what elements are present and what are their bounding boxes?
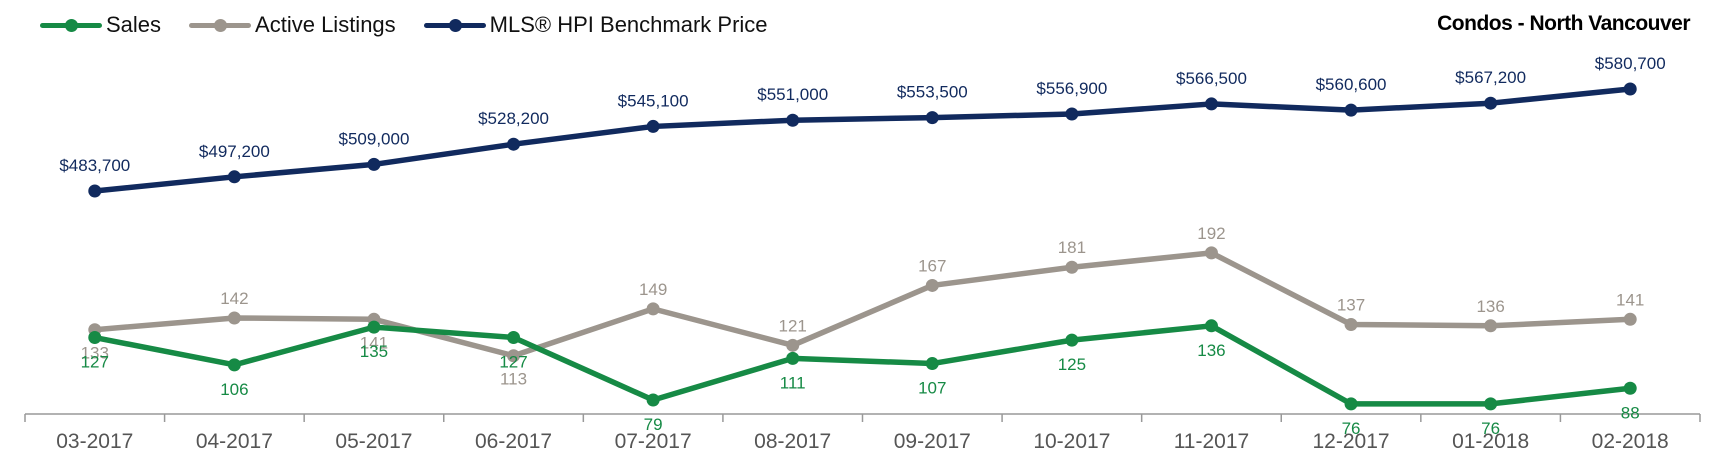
hpi-series-point: [646, 119, 660, 133]
sales-series-point: [88, 331, 102, 345]
listings-data-label: 149: [639, 280, 667, 299]
hpi-series-point: [1344, 103, 1358, 117]
sales-series-point: [786, 351, 800, 365]
listings-data-label: 133: [81, 344, 109, 363]
x-tick-label-07-2017: 07-2017: [615, 430, 692, 453]
hpi-series-point: [227, 170, 241, 184]
listings-series-point: [1065, 260, 1079, 274]
x-tick-label-10-2017: 10-2017: [1033, 430, 1110, 453]
listings-series-line: [92, 250, 1633, 359]
hpi-data-label: $551,000: [757, 85, 828, 104]
sales-series-point: [1065, 333, 1079, 347]
hpi-series-point: [88, 184, 102, 198]
hpi-series-point: [786, 113, 800, 127]
hpi-series-point: [367, 157, 381, 171]
listings-series-point: [1344, 317, 1358, 331]
hpi-data-label: $545,100: [618, 91, 689, 110]
legend-swatch-sales: [40, 14, 102, 36]
legend-label-hpi: MLS® HPI Benchmark Price: [489, 12, 768, 37]
sales-series-point: [925, 357, 939, 371]
hpi-data-label: $580,700: [1595, 54, 1666, 73]
x-tick-label-06-2017: 06-2017: [475, 430, 552, 453]
hpi-data-label: $560,600: [1316, 75, 1387, 94]
hpi-series-point: [1204, 97, 1218, 111]
sales-data-label: 106: [220, 380, 248, 399]
sales-series-point: [507, 331, 521, 345]
sales-data-label: 111: [780, 373, 806, 392]
sales-data-label: 125: [1058, 355, 1086, 374]
hpi-data-label: $567,200: [1455, 68, 1526, 87]
sales-series-point: [1484, 397, 1498, 411]
sales-data-label: 136: [1197, 341, 1225, 360]
legend-swatch-hpi: [423, 14, 486, 36]
listings-data-label: 121: [779, 316, 807, 335]
listings-data-label: 136: [1476, 297, 1504, 316]
x-tick-label-09-2017: 09-2017: [894, 430, 971, 453]
x-tick-label-02-2018: 02-2018: [1592, 430, 1669, 453]
sales-data-label: 88: [1621, 403, 1640, 422]
hpi-series-point: [925, 111, 939, 125]
x-tick-label-11-2017: 11-2017: [1174, 430, 1250, 453]
x-tick-label-04-2017: 04-2017: [196, 430, 273, 453]
listings-series-point: [1204, 246, 1218, 260]
legend-item-hpi: MLS® HPI Benchmark Price: [423, 12, 768, 38]
hpi-data-label: $553,500: [897, 83, 968, 102]
hpi-data-label: $556,900: [1036, 79, 1107, 98]
listings-series-point: [227, 311, 241, 325]
listings-data-label: 137: [1337, 295, 1365, 314]
legend-label-active-listings: Active Listings: [255, 12, 396, 37]
x-tick-label-12-2017: 12-2017: [1313, 430, 1390, 453]
hpi-series-line: [92, 86, 1633, 194]
listings-series-point: [507, 349, 521, 363]
x-tick-label-05-2017: 05-2017: [335, 430, 412, 453]
legend-item-active-listings: Active Listings: [189, 12, 396, 38]
hpi-data-label: $509,000: [339, 129, 410, 148]
listings-series-point: [646, 302, 660, 316]
sales-data-label: 76: [1481, 419, 1500, 438]
sales-series-point: [227, 358, 241, 372]
sales-data-label: 79: [644, 415, 663, 434]
listings-series-point: [925, 278, 939, 292]
listings-data-label: 181: [1058, 238, 1086, 257]
listings-data-label: 113: [500, 370, 527, 389]
sales-data-label: 127: [81, 353, 109, 372]
hpi-series-point: [1065, 107, 1079, 121]
sales-series-point: [1623, 381, 1637, 395]
sales-series-point: [367, 320, 381, 334]
listings-series-point: [1623, 312, 1637, 326]
listings-series-point: [786, 338, 800, 352]
sales-data-label: 127: [499, 353, 527, 372]
listings-data-label: 142: [220, 289, 248, 308]
hpi-data-label: $566,500: [1176, 69, 1247, 88]
listings-data-label: 141: [360, 333, 388, 352]
legend-item-sales: Sales: [40, 12, 161, 38]
hpi-series-point: [1623, 82, 1637, 96]
sales-data-label: 107: [918, 379, 946, 398]
chart-legend: Sales Active Listings MLS® HPI Benchmark…: [40, 12, 796, 38]
x-tick-label-03-2017: 03-2017: [56, 430, 133, 453]
sales-data-label: 76: [1342, 419, 1361, 438]
x-tick-label-01-2018: 01-2018: [1452, 430, 1529, 453]
sales-data-label: 135: [360, 342, 388, 361]
sales-series-point: [1204, 319, 1218, 333]
hpi-data-label: $483,700: [59, 156, 130, 175]
hpi-series-point: [507, 137, 521, 151]
sales-series-point: [646, 393, 660, 407]
chart-title: Condos - North Vancouver: [1437, 12, 1690, 35]
legend-swatch-active-listings: [189, 14, 252, 36]
listings-data-label: 141: [1616, 290, 1644, 309]
sales-series-point: [1344, 397, 1358, 411]
hpi-data-label: $528,200: [478, 109, 549, 128]
x-tick-label-08-2017: 08-2017: [754, 430, 831, 453]
sales-series-line: [92, 323, 1633, 407]
listings-data-label: 167: [918, 256, 946, 275]
legend-label-sales: Sales: [106, 12, 162, 37]
hpi-series-point: [1484, 96, 1498, 110]
hpi-data-label: $497,200: [199, 142, 270, 161]
listings-series-point: [1484, 319, 1498, 333]
listings-data-label: 192: [1197, 224, 1225, 243]
